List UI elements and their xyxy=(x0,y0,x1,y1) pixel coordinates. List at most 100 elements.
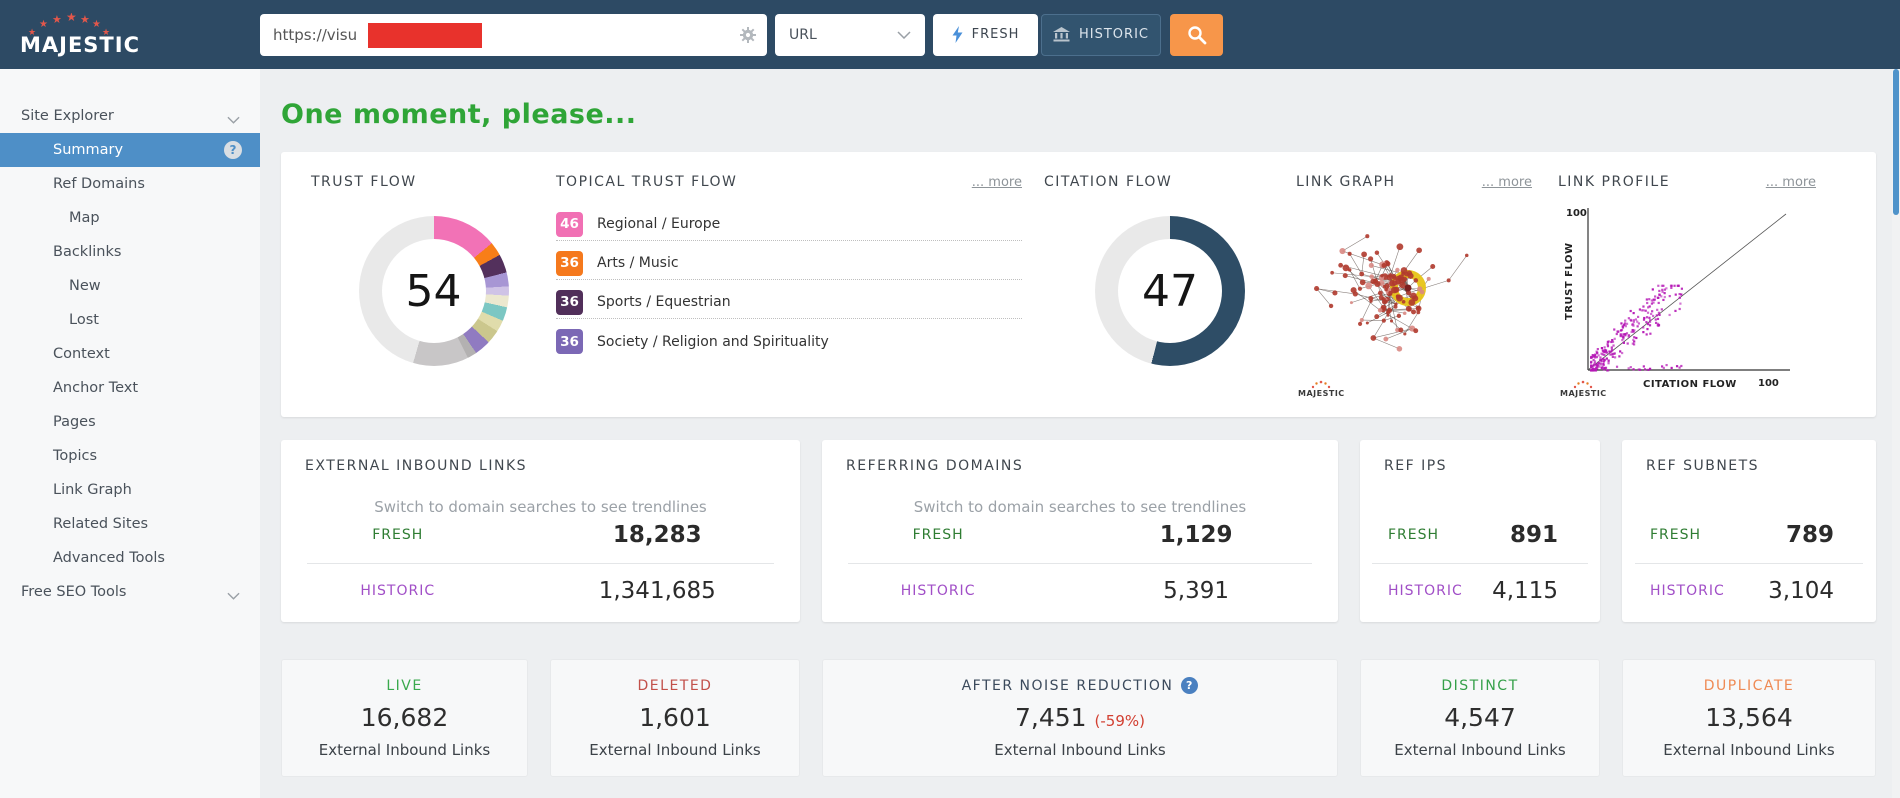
fresh-index-button[interactable]: FRESH xyxy=(933,13,1038,56)
historic-label[interactable]: HISTORIC xyxy=(900,583,976,599)
watermark-stars-icon xyxy=(1312,380,1331,389)
sidebar-item-site-explorer[interactable]: Site Explorer xyxy=(0,99,260,133)
sidebar-item-free-seo-tools[interactable]: Free SEO Tools xyxy=(0,575,260,609)
svg-text:★: ★ xyxy=(66,13,77,24)
majestic-logo[interactable]: ★ ★ ★ ★ ★ ★ ★ MAJESTIC xyxy=(0,13,260,56)
topical-row[interactable]: 36 Sports / Equestrian xyxy=(556,286,1022,319)
topical-score-badge: 46 xyxy=(556,211,583,237)
summary-card-value: 1,601 xyxy=(639,703,711,732)
historic-value: 5,391 xyxy=(1163,578,1230,604)
svg-text:★: ★ xyxy=(80,13,90,26)
sidebar-item-label: Free SEO Tools xyxy=(21,584,127,600)
url-input-wrap xyxy=(260,13,767,56)
fresh-label[interactable]: FRESH xyxy=(372,527,424,543)
gear-icon[interactable] xyxy=(739,26,757,44)
sidebar-item-backlinks[interactable]: Backlinks xyxy=(0,235,260,269)
summary-card-value: 4,547 xyxy=(1444,703,1516,732)
trust-flow-panel: TRUST FLOW 54 xyxy=(311,174,556,417)
sidebar-item-new[interactable]: New xyxy=(0,269,260,303)
sidebar-item-label: Pages xyxy=(53,414,96,430)
chevron-down-icon xyxy=(897,30,911,39)
historic-label[interactable]: HISTORIC xyxy=(1650,583,1725,599)
sidebar-item-label: Related Sites xyxy=(53,516,149,532)
historic-button-label: HISTORIC xyxy=(1079,27,1149,42)
link-profile-chart[interactable]: 100 100 CITATION FLOW TRUST FLOW MAJESTIC xyxy=(1558,200,1816,404)
link-profile-more-link[interactable]: ... more xyxy=(1765,175,1816,190)
sidebar-item-link-graph[interactable]: Link Graph xyxy=(0,473,260,507)
page-status-heading: One moment, please... xyxy=(281,99,637,130)
link-profile-panel: LINK PROFILE ... more 100 100 CITATION FLO… xyxy=(1558,174,1816,417)
sidebar-item-label: Summary xyxy=(53,142,124,158)
link-graph-chart[interactable]: MAJESTIC xyxy=(1296,200,1558,404)
topical-row[interactable]: 46 Regional / Europe xyxy=(556,208,1022,241)
stat-card-title: REF IPS xyxy=(1384,458,1448,474)
sidebar-item-pages[interactable]: Pages xyxy=(0,405,260,439)
historic-row: HISTORIC 4,115 xyxy=(1360,578,1600,604)
topical-trust-flow-list: 46 Regional / Europe 36 Arts / Music 36 Sport… xyxy=(556,208,1022,358)
topical-label: Regional / Europe xyxy=(597,216,721,232)
stat-card-referring-domains: REFERRING DOMAINS Switch to domain search… xyxy=(822,440,1338,622)
fresh-label[interactable]: FRESH xyxy=(1388,527,1440,543)
search-bar-group: URL FRESH HISTORIC xyxy=(260,13,1223,56)
summary-card-caption: External Inbound Links xyxy=(1663,740,1835,759)
topical-more-link[interactable]: ... more xyxy=(971,175,1022,190)
brand-name: MAJESTIC xyxy=(20,33,140,57)
stat-cards-row: EXTERNAL INBOUND LINKS Switch to domain s… xyxy=(281,440,1876,622)
logo-stars-icon: ★ ★ ★ ★ ★ ★ ★ xyxy=(28,13,110,37)
help-icon[interactable]: ? xyxy=(1181,677,1199,694)
search-button[interactable] xyxy=(1170,13,1223,56)
chevron-down-icon xyxy=(227,588,240,604)
sidebar-item-context[interactable]: Context xyxy=(0,337,260,371)
historic-label[interactable]: HISTORIC xyxy=(360,583,436,599)
sidebar-item-ref-domains[interactable]: Ref Domains xyxy=(0,167,260,201)
search-type-select[interactable]: URL xyxy=(775,13,925,56)
trendline-note: Switch to domain searches to see trendli… xyxy=(913,498,1247,516)
sidebar-item-related-sites[interactable]: Related Sites xyxy=(0,507,260,541)
citation-flow-value: 47 xyxy=(1142,265,1198,317)
citation-flow-title: CITATION FLOW xyxy=(1044,174,1173,190)
historic-label[interactable]: HISTORIC xyxy=(1388,583,1463,599)
fresh-label[interactable]: FRESH xyxy=(912,527,964,543)
sidebar-item-topics[interactable]: Topics xyxy=(0,439,260,473)
stat-card-title: EXTERNAL INBOUND LINKS xyxy=(305,458,528,474)
sidebar-item-anchor-text[interactable]: Anchor Text xyxy=(0,371,260,405)
divider xyxy=(306,563,775,564)
link-graph-more-link[interactable]: ... more xyxy=(1481,175,1532,190)
divider xyxy=(1634,563,1864,564)
summary-card-value: 13,564 xyxy=(1705,703,1792,732)
sidebar-item-map[interactable]: Map xyxy=(0,201,260,235)
summary-cards-row: LIVE 16,682 External Inbound Links DELETED 1… xyxy=(281,659,1876,777)
sidebar-item-advanced-tools[interactable]: Advanced Tools xyxy=(0,541,260,575)
sidebar-item-summary[interactable]: Summary? xyxy=(0,133,260,167)
topical-score-badge: 36 xyxy=(556,329,583,354)
historic-row: HISTORIC 3,104 xyxy=(1622,578,1876,604)
summary-card-live: LIVE 16,682 External Inbound Links xyxy=(281,659,528,777)
bank-icon xyxy=(1053,27,1070,42)
summary-title-text: LIVE xyxy=(386,677,423,694)
topical-label: Arts / Music xyxy=(597,255,679,271)
fresh-row: FRESH 18,283 xyxy=(281,522,800,548)
url-input[interactable] xyxy=(260,13,767,56)
page-scrollbar[interactable] xyxy=(1892,69,1900,798)
topical-row[interactable]: 36 Society / Religion and Spirituality xyxy=(556,325,1022,358)
svg-text:100: 100 xyxy=(1758,378,1779,389)
fresh-label[interactable]: FRESH xyxy=(1650,527,1702,543)
summary-card-caption: External Inbound Links xyxy=(589,740,761,759)
fresh-row: FRESH 891 xyxy=(1360,522,1600,548)
help-icon[interactable]: ? xyxy=(224,141,242,159)
majestic-watermark: MAJESTIC xyxy=(1560,379,1607,398)
summary-card-after-noise-reduction: AFTER NOISE REDUCTION? 7,451 (-59%) Externa… xyxy=(822,659,1338,777)
scrollbar-thumb[interactable] xyxy=(1893,69,1899,215)
svg-text:★: ★ xyxy=(39,19,48,30)
topical-trust-flow-panel: TOPICAL TRUST FLOW ... more 46 Regional /… xyxy=(556,174,1044,417)
historic-index-button[interactable]: HISTORIC xyxy=(1041,13,1161,56)
historic-value: 4,115 xyxy=(1492,578,1558,604)
sidebar-item-label: Lost xyxy=(69,312,99,328)
topical-row[interactable]: 36 Arts / Music xyxy=(556,247,1022,280)
sidebar: Site Explorer Summary? Ref Domains Map Backl… xyxy=(0,69,260,798)
sidebar-item-label: Site Explorer xyxy=(21,108,114,124)
sidebar-item-lost[interactable]: Lost xyxy=(0,303,260,337)
summary-title-text: DELETED xyxy=(637,677,713,694)
summary-card-title: DUPLICATE xyxy=(1704,678,1795,694)
redaction-overlay xyxy=(368,22,482,48)
